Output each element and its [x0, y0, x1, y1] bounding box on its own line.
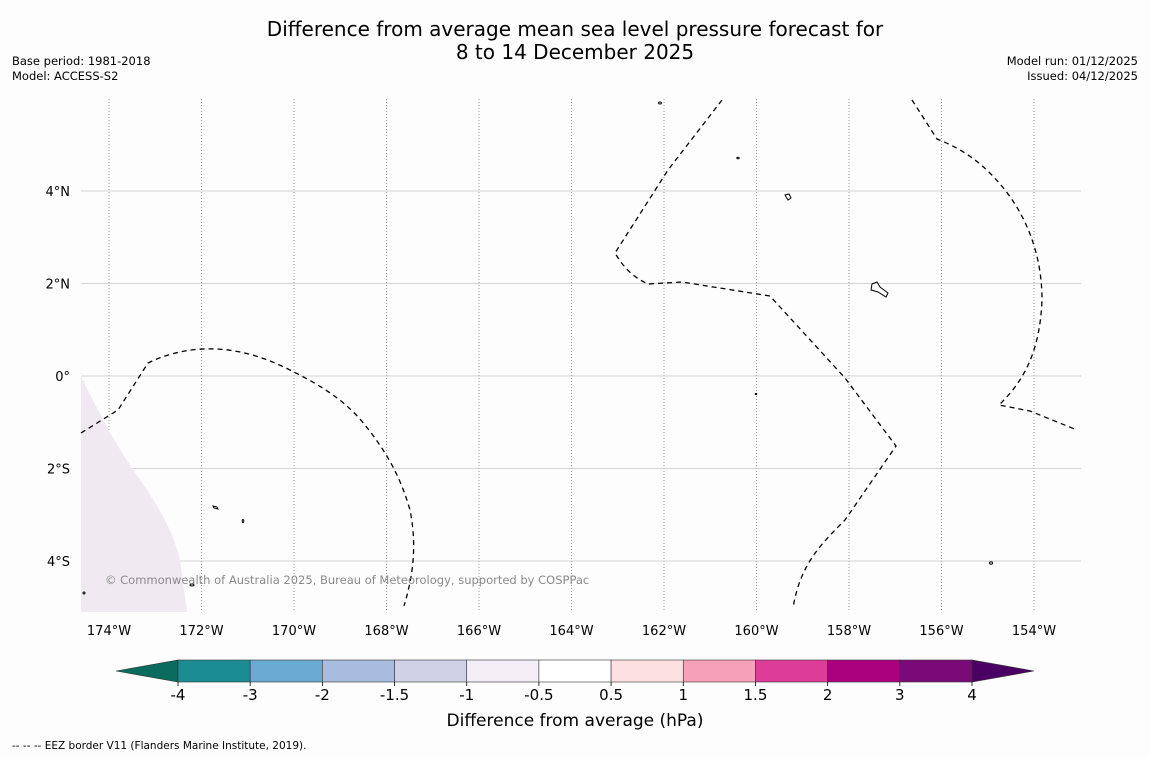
longitude-label: 168°W	[364, 624, 408, 639]
longitude-label: 160°W	[734, 624, 778, 639]
island	[989, 561, 993, 565]
longitude-label: 156°W	[919, 624, 963, 639]
colorbar-tick-label: -0.5	[524, 686, 553, 704]
latitude-gridlines	[81, 190, 1081, 562]
colorbar-segment	[755, 659, 828, 683]
shaded-anomaly-region	[81, 376, 187, 612]
colorbar-tick-label: 2	[823, 686, 833, 704]
colorbar-under-extension	[115, 659, 179, 683]
colorbar-segments	[115, 659, 1035, 683]
longitude-label: 162°W	[642, 624, 686, 639]
longitude-gridlines	[108, 99, 1035, 612]
longitude-label: 172°W	[179, 624, 223, 639]
meta-left: Base period: 1981-2018 Model: ACCESS-S2	[12, 54, 151, 84]
colorbar-segment	[610, 659, 684, 683]
colorbar-segment	[394, 659, 468, 683]
longitude-label: 154°W	[1012, 624, 1056, 639]
longitude-label: 164°W	[549, 624, 593, 639]
longitude-label: 170°W	[272, 624, 316, 639]
title-line-1: Difference from average mean sea level p…	[266, 17, 884, 41]
colorbar-tick-label: -1	[459, 686, 474, 704]
base-period: Base period: 1981-2018	[12, 54, 151, 68]
colorbar-tick-label: 1.5	[744, 686, 768, 704]
island	[241, 519, 245, 523]
colorbar: -4 -3 -2 -1.5 -1 -0.5 0.5 1 1.5 2 3 4 Difference fr…	[115, 659, 1035, 731]
meta-right: Model run: 01/12/2025 Issued: 04/12/2025	[1007, 54, 1138, 84]
colorbar-tick-label: 3	[895, 686, 905, 704]
colorbar-segment	[466, 659, 540, 683]
colorbar-tick-label: -2	[315, 686, 330, 704]
island	[189, 583, 195, 587]
latitude-label: 4°N	[46, 185, 71, 200]
island	[212, 505, 219, 510]
eez-border	[614, 99, 897, 609]
longitude-label: 166°W	[457, 624, 501, 639]
map-panel: © Commonwealth of Australia 2025, Bureau…	[46, 99, 1081, 639]
latitude-label: 0°	[55, 370, 70, 385]
colorbar-tick-label: -3	[243, 686, 258, 704]
copyright-notice: © Commonwealth of Australia 2025, Bureau…	[105, 573, 589, 587]
map-title: Difference from average mean sea level p…	[0, 18, 1150, 64]
colorbar-segment	[322, 659, 395, 683]
island	[736, 156, 740, 160]
latitude-label: 2°N	[46, 278, 71, 293]
colorbar-label: Difference from average (hPa)	[447, 711, 704, 731]
model-name: Model: ACCESS-S2	[12, 69, 119, 83]
colorbar-segment	[899, 659, 973, 683]
island	[658, 101, 662, 105]
island	[870, 281, 889, 298]
longitude-label: 174°W	[87, 624, 131, 639]
eez-border	[80, 348, 415, 607]
island	[784, 193, 792, 201]
latitude-labels: 4°N 2°N 0° 2°S 4°S	[46, 185, 71, 570]
colorbar-segment	[682, 659, 756, 683]
longitude-labels: 174°W 172°W 170°W 168°W 166°W 164°W 162°W 160°W…	[87, 624, 1056, 639]
islands	[82, 101, 993, 595]
colorbar-segment	[249, 659, 323, 683]
eez-borders	[80, 99, 1078, 609]
latitude-label: 4°S	[47, 555, 70, 570]
title-line-2: 8 to 14 December 2025	[455, 40, 695, 64]
colorbar-segment	[827, 659, 901, 683]
colorbar-tick-label: -1.5	[380, 686, 409, 704]
island	[82, 591, 86, 595]
colorbar-ticks: -4 -3 -2 -1.5 -1 -0.5 0.5 1 1.5 2 3 4	[171, 682, 977, 704]
issued-date: Issued: 04/12/2025	[1027, 69, 1138, 83]
colorbar-segment	[177, 659, 251, 683]
colorbar-tick-label: 0.5	[599, 686, 623, 704]
island	[754, 392, 758, 396]
model-run: Model run: 01/12/2025	[1006, 54, 1138, 68]
colorbar-tick-label: -4	[171, 686, 186, 704]
footnote: -- -- -- EEZ border V11 (Flanders Marine…	[12, 740, 307, 752]
colorbar-tick-label: 4	[967, 686, 977, 704]
eez-border	[911, 99, 1078, 431]
colorbar-tick-label: 1	[678, 686, 688, 704]
longitude-label: 158°W	[827, 624, 871, 639]
colorbar-segment	[538, 659, 612, 683]
latitude-label: 2°S	[47, 463, 70, 478]
colorbar-over-extension	[971, 659, 1035, 683]
